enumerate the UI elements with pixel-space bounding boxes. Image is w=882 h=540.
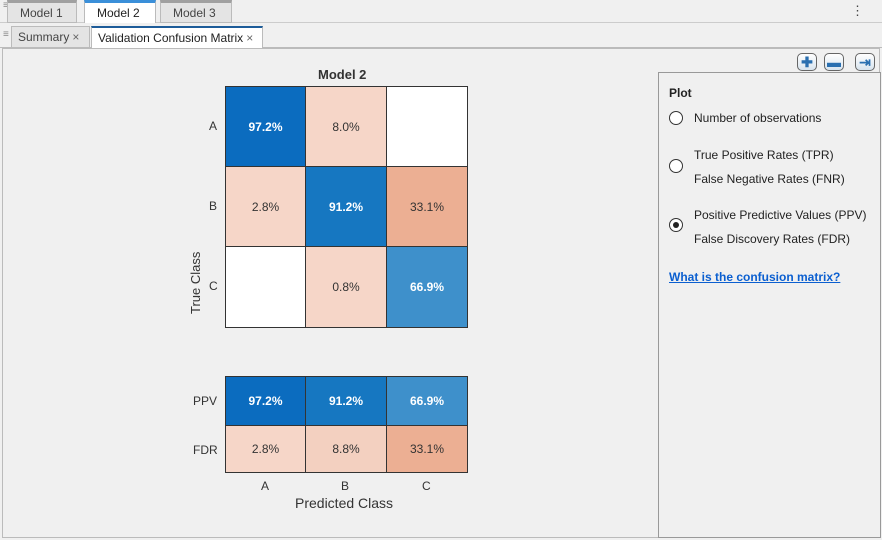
plot-title: Model 2: [318, 67, 367, 82]
x-axis-label: Predicted Class: [295, 495, 394, 511]
grip-icon: ≡: [3, 0, 9, 11]
tab-summary[interactable]: Summary ×: [11, 26, 90, 48]
option-label: True Positive Rates (TPR): [694, 148, 834, 162]
matrix-cell: 33.1%: [386, 166, 468, 247]
matrix-cell: 97.2%: [225, 86, 306, 167]
matrix-cell: [386, 86, 468, 167]
close-icon[interactable]: ×: [72, 30, 80, 44]
summary-cell: 33.1%: [386, 425, 468, 473]
y-axis-label: True Class: [188, 251, 203, 314]
matrix-cell: [225, 246, 306, 328]
summary-cell: 66.9%: [386, 376, 468, 426]
y-tick-label: A: [209, 119, 218, 133]
summary-cell: 8.8%: [305, 425, 387, 473]
radio-number-of-observations[interactable]: [669, 111, 683, 125]
summary-cell: 2.8%: [225, 425, 306, 473]
confusion-matrix-help-link[interactable]: What is the confusion matrix?: [669, 270, 841, 284]
summary-row-label: FDR: [193, 443, 218, 457]
dock-button[interactable]: ⇥: [855, 53, 875, 71]
tab-label: Validation Confusion Matrix: [98, 31, 244, 45]
x-tick-label: B: [341, 479, 350, 493]
option-label: False Negative Rates (FNR): [694, 172, 845, 186]
plot-options-panel: Plot Number of observations True Positiv…: [658, 72, 881, 538]
document-tab-bar: ≡ Summary × Validation Confusion Matrix ×: [0, 24, 882, 48]
option-label: Positive Predictive Values (PPV): [694, 208, 867, 222]
option-label: Number of observations: [694, 111, 822, 125]
y-tick-label: C: [209, 279, 218, 293]
more-options-icon[interactable]: ⋮: [851, 3, 864, 18]
summary-cell: 97.2%: [225, 376, 306, 426]
matrix-cell: 0.8%: [305, 246, 387, 328]
radio-ppv-fdr[interactable]: [669, 218, 683, 232]
tab-model-1[interactable]: Model 1: [7, 0, 77, 23]
panel-heading: Plot: [669, 86, 692, 100]
dock-arrow-icon: ⇥: [859, 53, 871, 70]
x-tick-label: A: [261, 479, 270, 493]
zoom-out-button[interactable]: ▬: [824, 53, 844, 71]
close-icon[interactable]: ×: [246, 31, 254, 45]
option-label: False Discovery Rates (FDR): [694, 232, 851, 246]
radio-tpr-fnr[interactable]: [669, 159, 683, 173]
matrix-cell: 2.8%: [225, 166, 306, 247]
tab-validation-confusion-matrix[interactable]: Validation Confusion Matrix ×: [91, 26, 263, 48]
y-tick-label: B: [209, 199, 218, 213]
tab-model-3[interactable]: Model 3: [160, 0, 232, 23]
summary-cell: 91.2%: [305, 376, 387, 426]
zoom-in-button[interactable]: ✚: [797, 53, 817, 71]
model-tab-bar: ≡ Model 1 Model 2 Model 3 ⋮: [0, 0, 882, 23]
tab-label: Summary: [18, 30, 70, 44]
grip-icon: ≡: [3, 29, 9, 40]
tab-model-2[interactable]: Model 2: [84, 0, 156, 23]
matrix-cell: 8.0%: [305, 86, 387, 167]
plus-icon: ✚: [801, 53, 813, 70]
summary-row-label: PPV: [193, 394, 218, 408]
minus-icon: ▬: [827, 54, 841, 70]
matrix-cell: 91.2%: [305, 166, 387, 247]
x-tick-label: C: [422, 479, 431, 493]
matrix-cell: 66.9%: [386, 246, 468, 328]
